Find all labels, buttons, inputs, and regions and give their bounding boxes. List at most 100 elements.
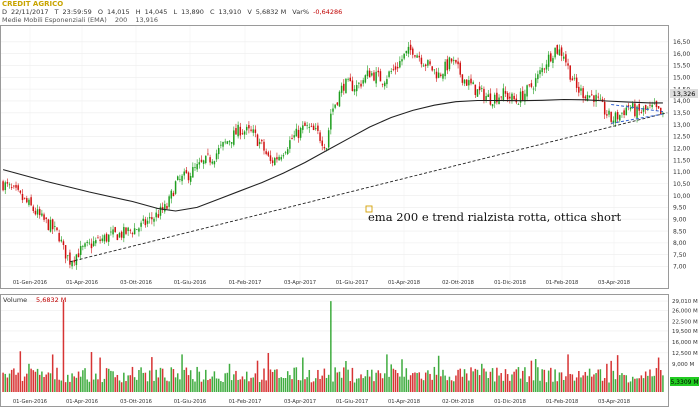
candle-body bbox=[442, 74, 444, 79]
volume-bar bbox=[325, 377, 328, 392]
price-tick-label: 11,50 bbox=[673, 157, 690, 164]
last-volume-box bbox=[670, 377, 699, 386]
volume-bar bbox=[159, 367, 162, 392]
candle-body bbox=[366, 70, 369, 77]
candle-body bbox=[392, 68, 395, 70]
candle-body bbox=[125, 227, 127, 234]
uptrend-line bbox=[69, 112, 668, 263]
candle-body bbox=[13, 185, 15, 187]
candle-body bbox=[349, 77, 352, 82]
volume-bar bbox=[67, 374, 69, 392]
volume-bar bbox=[481, 363, 483, 392]
volume-bar bbox=[26, 373, 28, 392]
candle-body bbox=[522, 90, 524, 101]
candle-body bbox=[657, 106, 660, 109]
candle-body bbox=[71, 261, 73, 267]
candle-body bbox=[321, 140, 323, 146]
volume-bar bbox=[493, 381, 496, 392]
price-date-label: 03-Apr-2018 bbox=[598, 280, 630, 286]
volume-bar bbox=[377, 370, 380, 392]
candle-body bbox=[8, 184, 11, 186]
candle-body bbox=[157, 214, 160, 218]
candle-body bbox=[67, 255, 69, 257]
ohlc-high-prefix: H bbox=[135, 8, 141, 16]
candle-body bbox=[60, 239, 63, 242]
candle-body bbox=[144, 219, 147, 226]
candle-body bbox=[254, 129, 257, 133]
candle-body bbox=[330, 113, 332, 130]
candle-body bbox=[545, 64, 548, 70]
candle-body bbox=[390, 71, 392, 72]
volume-bar bbox=[230, 380, 233, 392]
volume-title: Volume bbox=[3, 296, 27, 304]
volume-bar bbox=[237, 379, 239, 392]
volume-bar bbox=[60, 380, 63, 392]
volume-date-label: 03-Apr-2017 bbox=[284, 399, 316, 405]
volume-bar bbox=[314, 378, 317, 392]
candle-body bbox=[15, 185, 17, 188]
candle-body bbox=[56, 227, 58, 231]
volume-bar bbox=[103, 378, 106, 392]
candle-body bbox=[261, 140, 263, 142]
volume-bar bbox=[562, 379, 565, 392]
volume-bar bbox=[321, 375, 323, 392]
candle-body bbox=[534, 78, 537, 87]
price-tick-label: 8,00 bbox=[673, 240, 687, 247]
candle-body bbox=[38, 209, 41, 216]
volume-bar bbox=[338, 371, 341, 392]
volume-bar bbox=[571, 374, 574, 392]
candle-body bbox=[153, 218, 155, 222]
candle-body bbox=[179, 178, 181, 180]
volume-bar bbox=[112, 371, 114, 392]
volume-bar bbox=[575, 377, 578, 392]
candle-body bbox=[562, 56, 565, 59]
volume-bar bbox=[405, 368, 408, 392]
volume-bar bbox=[621, 373, 623, 392]
volume-bar bbox=[569, 373, 571, 392]
volume-bar bbox=[343, 367, 345, 392]
candle-body bbox=[368, 70, 371, 78]
volume-bar bbox=[62, 301, 65, 392]
candle-body bbox=[82, 246, 84, 247]
candle-body bbox=[319, 132, 321, 141]
volume-bar bbox=[366, 369, 369, 392]
volume-bar bbox=[631, 376, 634, 392]
volume-bar bbox=[222, 381, 224, 392]
candle-body bbox=[4, 182, 6, 191]
volume-bar bbox=[148, 370, 151, 392]
price-tick-label: 14,00 bbox=[673, 98, 690, 105]
volume-bar bbox=[358, 378, 360, 392]
candle-body bbox=[170, 190, 173, 199]
volume-bar bbox=[200, 381, 203, 392]
candle-body bbox=[500, 96, 502, 98]
candle-body bbox=[267, 152, 270, 156]
candle-body bbox=[437, 72, 440, 78]
candle-body bbox=[192, 167, 194, 178]
candle-body bbox=[148, 217, 151, 219]
volume-date-label: 01-Apr-2018 bbox=[388, 399, 420, 405]
candle-body bbox=[30, 197, 32, 206]
volume-bar bbox=[435, 374, 438, 392]
volume-bar bbox=[573, 380, 576, 392]
candle-body bbox=[297, 129, 300, 139]
candle-body bbox=[453, 60, 455, 61]
candle-body bbox=[77, 253, 80, 258]
volume-date-label: 03-Apr-2018 bbox=[598, 399, 630, 405]
last-volume-label: 5,3309 M bbox=[670, 379, 698, 386]
volume-bar bbox=[185, 367, 188, 392]
candle-body bbox=[418, 55, 421, 58]
candle-body bbox=[207, 153, 209, 155]
candle-body bbox=[550, 53, 552, 62]
candle-body bbox=[235, 128, 237, 135]
candle-body bbox=[73, 260, 75, 263]
price-date-label: 03-Ott-2016 bbox=[120, 280, 152, 286]
volume-bar bbox=[401, 359, 403, 392]
candle-body bbox=[362, 80, 364, 84]
candle-body bbox=[554, 47, 556, 58]
ohlc-time-prefix: T bbox=[54, 8, 59, 16]
candle-body bbox=[43, 214, 45, 220]
candle-body bbox=[381, 83, 384, 85]
volume-bar bbox=[269, 369, 272, 392]
volume-bar bbox=[498, 375, 500, 392]
